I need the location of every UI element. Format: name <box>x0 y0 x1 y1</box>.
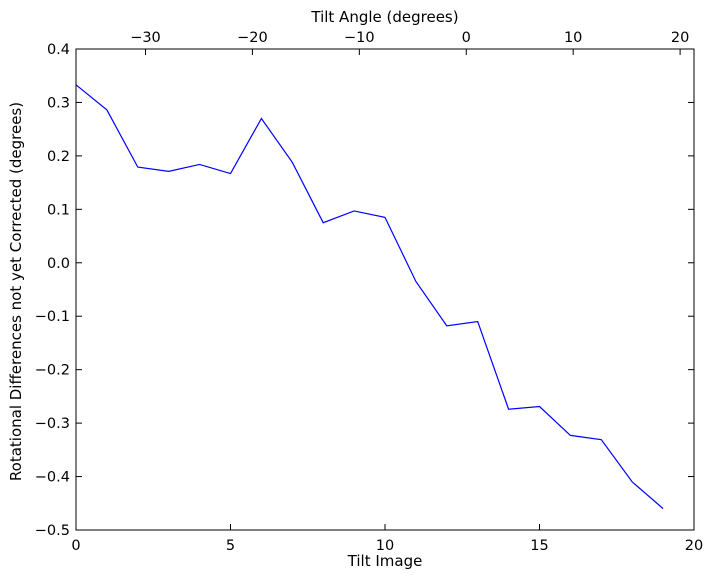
y-tick-label: −0.1 <box>35 309 70 325</box>
y-tick-label: −0.4 <box>35 470 70 486</box>
x-tick-label: 20 <box>685 538 703 554</box>
y-tick-label: −0.3 <box>35 416 70 432</box>
top-x-tick-label: −10 <box>344 30 375 46</box>
top-x-tick-label: −20 <box>237 30 268 46</box>
top-x-tick-label: −30 <box>130 30 161 46</box>
top-x-tick-label: 20 <box>671 30 689 46</box>
y-tick-label: 0.4 <box>47 42 70 58</box>
x-tick-label: 5 <box>226 538 235 554</box>
plot-area: 0 5 10 15 20 −30 −20 −10 0 10 20 −0.5 −0.4 −0.3 −0.2 −0… <box>35 30 703 554</box>
top-x-tick-label: 0 <box>462 30 471 46</box>
x-tick-label: 10 <box>376 538 394 554</box>
top-x-tick-label: 10 <box>564 30 582 46</box>
top-x-axis-title: Tilt Angle (degrees) <box>310 8 458 26</box>
y-tick-label: 0.0 <box>47 256 70 272</box>
series-line-0 <box>75 84 664 510</box>
y-tick-label: 0.3 <box>47 95 70 111</box>
y-tick-label: −0.2 <box>35 363 70 379</box>
y-tick-label: 0.2 <box>47 149 70 165</box>
y-axis-title: Rotational Differences not yet Corrected… <box>7 102 25 481</box>
x-axis-title: Tilt Image <box>347 552 423 570</box>
y-tick-label: 0.1 <box>47 202 70 218</box>
y-tick-label: −0.5 <box>35 523 70 539</box>
x-tick-label: 15 <box>530 538 548 554</box>
x-tick-label: 0 <box>71 538 80 554</box>
plot-frame <box>75 48 695 531</box>
